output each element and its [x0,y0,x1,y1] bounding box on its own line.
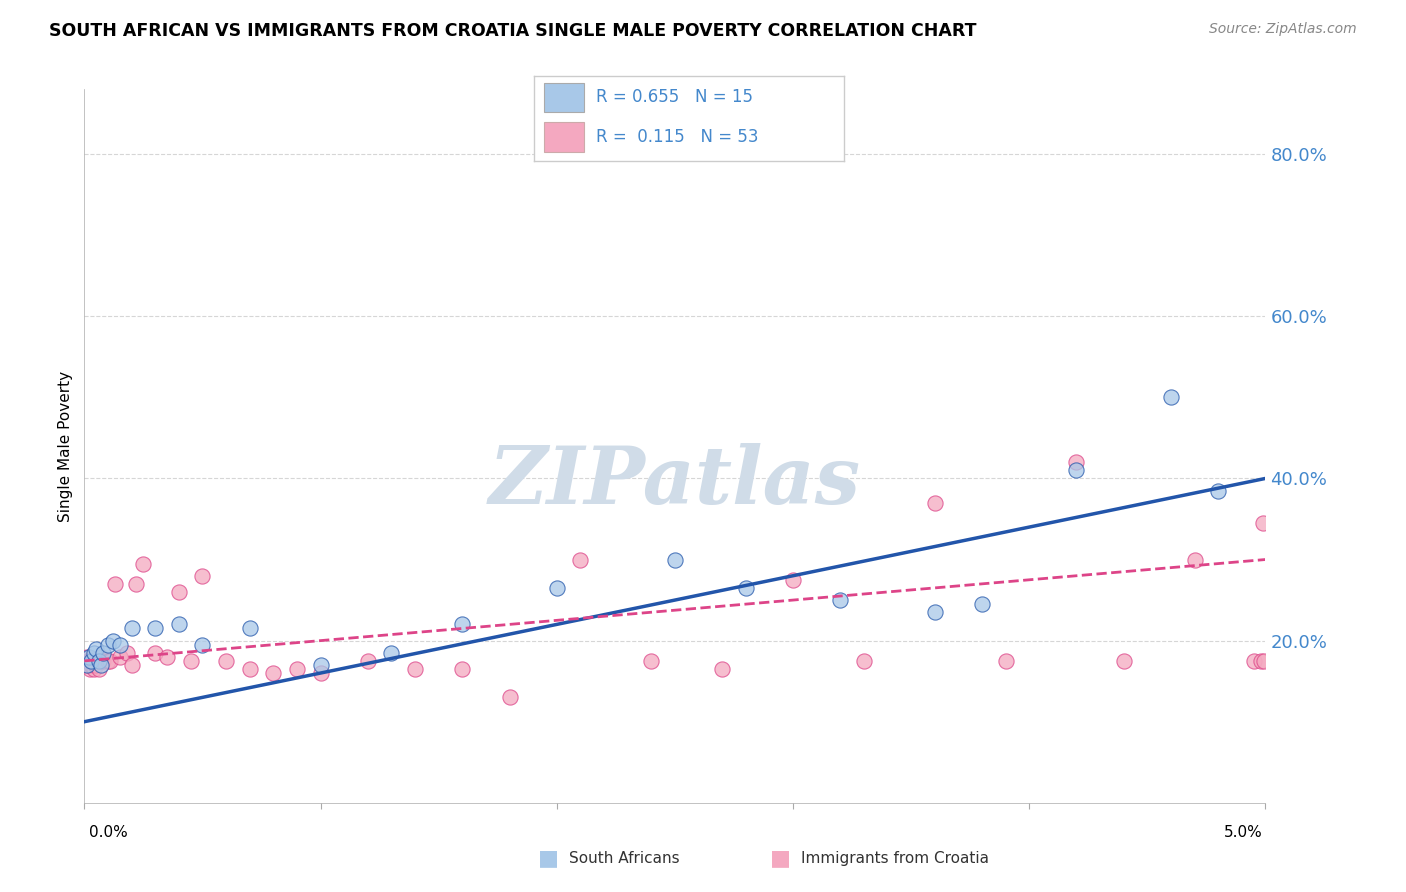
Point [156,649,179,664]
Text: R =  0.115   N = 53: R = 0.115 N = 53 [596,128,759,146]
Point [180,654,202,668]
Point [80,654,103,668]
Point [97,654,120,668]
Point [125,577,148,591]
Point [132,557,155,571]
Point [76,657,98,672]
Point [239,622,262,636]
Point [77,657,100,672]
Point [852,654,875,668]
Point [215,654,238,668]
Text: SOUTH AFRICAN VS IMMIGRANTS FROM CROATIA SINGLE MALE POVERTY CORRELATION CHART: SOUTH AFRICAN VS IMMIGRANTS FROM CROATIA… [49,22,977,40]
Point [91,654,114,668]
Point [239,662,262,676]
Point [75,657,97,672]
Text: R = 0.655   N = 15: R = 0.655 N = 15 [596,88,754,106]
Point [191,638,214,652]
Point [77,649,100,664]
Point [1251,516,1274,530]
Point [76,649,98,664]
Point [1206,483,1229,498]
Point [1243,654,1265,668]
Point [309,666,332,681]
Text: ■: ■ [538,848,558,868]
Point [994,654,1017,668]
Point [87,662,110,676]
Point [1250,654,1272,668]
Point [84,641,107,656]
Point [451,662,474,676]
Point [1112,654,1135,668]
Point [101,633,124,648]
Point [79,654,101,668]
Point [104,577,127,591]
Point [546,581,568,595]
Point [262,666,284,681]
Point [664,552,686,566]
Point [83,646,105,660]
Point [167,585,190,599]
Point [830,593,852,607]
Point [1066,463,1088,477]
Point [309,657,332,672]
Point [77,654,100,668]
Point [285,662,308,676]
Point [924,496,946,510]
Point [1160,390,1182,404]
Point [970,597,993,611]
Point [108,638,131,652]
Point [782,573,804,587]
Point [404,662,426,676]
Point [90,649,112,664]
Point [82,654,104,668]
Point [711,662,734,676]
Point [80,657,103,672]
Point [108,649,131,664]
Point [1253,654,1275,668]
Text: Source: ZipAtlas.com: Source: ZipAtlas.com [1209,22,1357,37]
Point [143,622,166,636]
Point [90,657,112,672]
Point [77,657,100,672]
Point [498,690,520,705]
Y-axis label: Single Male Poverty: Single Male Poverty [58,370,73,522]
Text: ■: ■ [770,848,790,868]
Text: 0.0%: 0.0% [89,825,128,840]
Point [1066,455,1088,469]
Point [76,657,98,672]
Point [115,646,138,660]
Point [380,646,402,660]
Point [569,552,592,566]
Point [98,654,121,668]
Point [451,617,474,632]
Point [97,638,120,652]
Point [1184,552,1206,566]
Text: ZIPatlas: ZIPatlas [489,443,860,520]
Point [121,657,143,672]
Point [84,657,107,672]
Point [121,622,143,636]
Text: South Africans: South Africans [569,851,681,865]
Point [143,646,166,660]
Text: 5.0%: 5.0% [1223,825,1263,840]
Point [83,662,105,676]
Point [75,654,97,668]
Text: Immigrants from Croatia: Immigrants from Croatia [801,851,990,865]
Point [734,581,756,595]
Point [79,662,101,676]
Bar [544,122,583,152]
Point [924,605,946,619]
Point [191,568,214,582]
Point [167,617,190,632]
Point [84,657,107,672]
Point [357,654,380,668]
Bar [544,83,583,112]
Point [640,654,662,668]
Point [87,654,110,668]
Point [91,646,114,660]
